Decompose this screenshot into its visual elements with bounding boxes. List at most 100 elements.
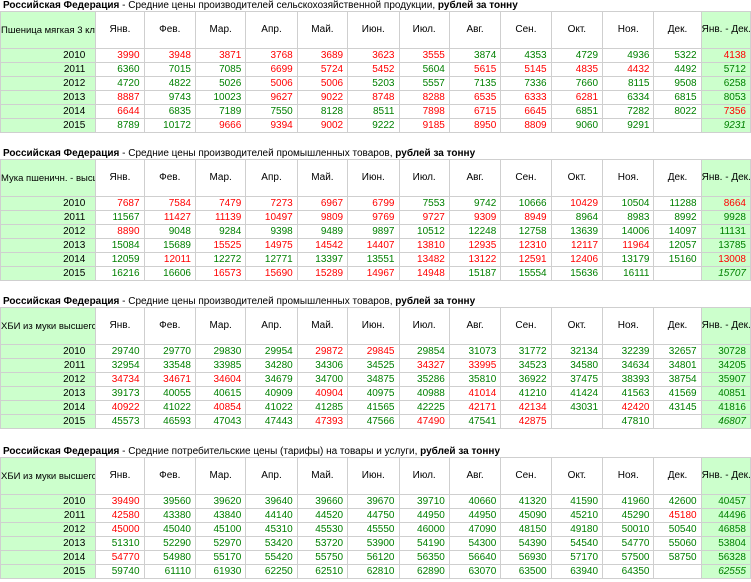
annual-cell: 6258 bbox=[700, 76, 751, 91]
value-cell: 11288 bbox=[653, 196, 702, 211]
annual-cell: 9231 bbox=[700, 118, 751, 133]
value-cell: 47043 bbox=[194, 414, 247, 429]
value-cell: 47566 bbox=[347, 414, 400, 429]
value-cell: 15525 bbox=[194, 238, 247, 253]
value-cell: 55750 bbox=[296, 550, 349, 565]
value-cell: 7336 bbox=[500, 76, 552, 91]
table-row: 2013 39173 40055 40615 40909 40904 40975 40988 4… bbox=[0, 386, 751, 401]
value-cell: 9743 bbox=[143, 90, 196, 105]
month-header: Янв. bbox=[95, 11, 145, 49]
header-row: Пшеница мягкая 3 классаЯнв.Фев.Мар.Апр.М… bbox=[0, 11, 751, 49]
table-row: 2012 8890 9048 9284 9398 9489 9897 10512 12248 12… bbox=[0, 224, 751, 239]
value-cell: 12310 bbox=[500, 238, 552, 253]
value-cell: 29872 bbox=[296, 344, 349, 359]
value-cell: 62810 bbox=[347, 564, 400, 579]
title-unit: рублей за тонну bbox=[395, 296, 476, 307]
value-cell: 47810 bbox=[602, 414, 655, 429]
month-header: Июн. bbox=[347, 159, 400, 197]
value-cell: 6715 bbox=[448, 104, 502, 119]
value-cell: 12406 bbox=[550, 252, 604, 267]
title-unit: рублей за тонну bbox=[395, 148, 476, 159]
value-cell: 14542 bbox=[296, 238, 349, 253]
table-row: 2012 4720 4822 5026 5006 5006 5203 5557 7135 7336… bbox=[0, 76, 751, 91]
value-cell: 16573 bbox=[194, 266, 247, 281]
value-cell: 41563 bbox=[602, 386, 655, 401]
value-cell: 10512 bbox=[398, 224, 450, 239]
annual-cell: 53804 bbox=[700, 536, 751, 551]
value-cell: 42171 bbox=[448, 400, 502, 415]
annual-cell: 8664 bbox=[700, 196, 751, 211]
month-header: Авг. bbox=[448, 457, 502, 495]
value-cell: 12011 bbox=[143, 252, 196, 267]
value-cell bbox=[653, 414, 702, 429]
value-cell: 45210 bbox=[550, 508, 604, 523]
annual-cell: 30728 bbox=[700, 344, 751, 359]
value-cell: 43145 bbox=[653, 400, 702, 415]
value-cell: 34604 bbox=[194, 372, 247, 387]
value-cell: 8789 bbox=[95, 118, 145, 133]
value-cell: 38393 bbox=[602, 372, 655, 387]
value-cell: 36922 bbox=[500, 372, 552, 387]
value-cell: 41285 bbox=[296, 400, 349, 415]
value-cell: 32954 bbox=[95, 358, 145, 373]
value-cell: 10497 bbox=[245, 210, 298, 225]
year-cell: 2013 bbox=[0, 238, 97, 253]
value-cell: 41424 bbox=[550, 386, 604, 401]
value-cell: 6815 bbox=[653, 90, 702, 105]
value-cell: 34580 bbox=[550, 358, 604, 373]
product-label: ХБИ из муки высшего сорта bbox=[0, 457, 97, 495]
value-cell: 45180 bbox=[653, 508, 702, 523]
month-header: Мар. bbox=[194, 159, 247, 197]
value-cell: 8964 bbox=[550, 210, 604, 225]
annual-cell: 56328 bbox=[700, 550, 751, 565]
year-cell: 2015 bbox=[0, 564, 97, 579]
value-cell: 14407 bbox=[347, 238, 400, 253]
value-cell: 39560 bbox=[143, 494, 196, 509]
month-header: Сен. bbox=[500, 11, 552, 49]
month-header: Ноя. bbox=[602, 307, 655, 345]
year-cell: 2015 bbox=[0, 118, 97, 133]
value-cell: 4353 bbox=[500, 48, 552, 63]
value-cell: 33995 bbox=[448, 358, 502, 373]
value-cell: 8022 bbox=[653, 104, 702, 119]
value-cell: 55170 bbox=[194, 550, 247, 565]
value-cell: 41960 bbox=[602, 494, 655, 509]
product-label: Пшеница мягкая 3 класса bbox=[0, 11, 97, 49]
value-cell: 64350 bbox=[602, 564, 655, 579]
value-cell: 41014 bbox=[448, 386, 502, 401]
value-cell: 6334 bbox=[602, 90, 655, 105]
value-cell: 8983 bbox=[602, 210, 655, 225]
table-block: Российская Федерация - Средние потребите… bbox=[0, 446, 751, 579]
annual-cell: 5712 bbox=[700, 62, 751, 77]
value-cell: 7553 bbox=[398, 196, 450, 211]
value-cell: 29830 bbox=[194, 344, 247, 359]
annual-cell: 11131 bbox=[700, 224, 751, 239]
value-cell: 61930 bbox=[194, 564, 247, 579]
annual-cell: 15707 bbox=[700, 266, 751, 281]
value-cell: 7085 bbox=[194, 62, 247, 77]
value-cell: 54390 bbox=[500, 536, 552, 551]
price-table: ХБИ из муки высшего сортаЯнв.Фев.Мар.Апр… bbox=[0, 307, 751, 429]
value-cell: 41320 bbox=[500, 494, 552, 509]
value-cell: 12057 bbox=[653, 238, 702, 253]
value-cell: 13397 bbox=[296, 252, 349, 267]
month-header: Фев. bbox=[143, 307, 196, 345]
value-cell: 5452 bbox=[347, 62, 400, 77]
value-cell: 3623 bbox=[347, 48, 400, 63]
value-cell: 15636 bbox=[550, 266, 604, 281]
value-cell: 9809 bbox=[296, 210, 349, 225]
value-cell: 4492 bbox=[653, 62, 702, 77]
value-cell: 45290 bbox=[602, 508, 655, 523]
value-cell: 4835 bbox=[550, 62, 604, 77]
value-cell: 12248 bbox=[448, 224, 502, 239]
value-cell: 7550 bbox=[245, 104, 298, 119]
value-cell: 3689 bbox=[296, 48, 349, 63]
year-cell: 2013 bbox=[0, 90, 97, 105]
value-cell: 9666 bbox=[194, 118, 247, 133]
value-cell: 34801 bbox=[653, 358, 702, 373]
year-cell: 2014 bbox=[0, 550, 97, 565]
value-cell: 32134 bbox=[550, 344, 604, 359]
value-cell: 34525 bbox=[347, 358, 400, 373]
value-cell: 5322 bbox=[653, 48, 702, 63]
year-cell: 2011 bbox=[0, 508, 97, 523]
